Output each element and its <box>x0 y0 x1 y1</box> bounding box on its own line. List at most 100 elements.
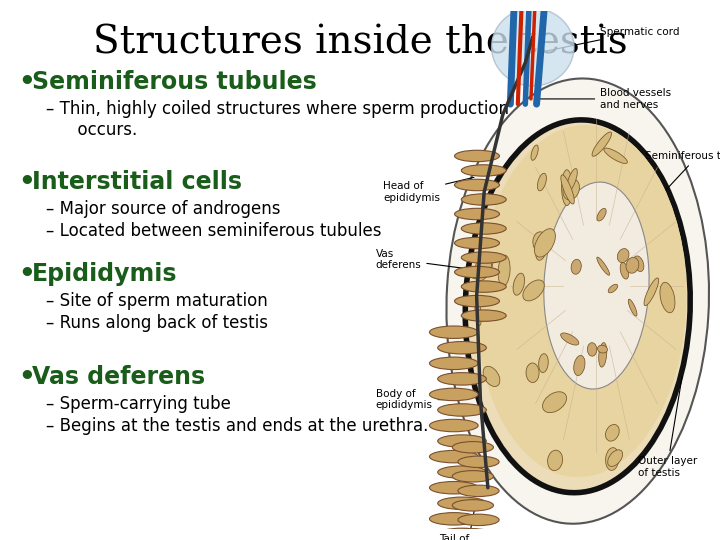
Ellipse shape <box>454 238 500 249</box>
Ellipse shape <box>429 419 478 432</box>
Ellipse shape <box>567 168 577 192</box>
Ellipse shape <box>438 466 487 478</box>
Text: •: • <box>18 70 35 96</box>
Ellipse shape <box>472 261 492 279</box>
Ellipse shape <box>452 442 493 453</box>
Text: Vas
deferens: Vas deferens <box>376 249 474 271</box>
Ellipse shape <box>454 179 500 191</box>
Ellipse shape <box>588 343 597 356</box>
Text: Tail of
epididymis: Tail of epididymis <box>439 501 496 540</box>
Ellipse shape <box>574 355 585 375</box>
Text: Head of
epididymis: Head of epididymis <box>383 177 474 203</box>
Ellipse shape <box>474 253 493 281</box>
Ellipse shape <box>597 208 606 221</box>
Ellipse shape <box>563 179 580 200</box>
Ellipse shape <box>629 299 637 316</box>
Text: •: • <box>18 170 35 196</box>
Ellipse shape <box>644 278 659 306</box>
Ellipse shape <box>608 284 618 293</box>
Text: – Located between seminiferous tubules: – Located between seminiferous tubules <box>46 222 382 240</box>
Ellipse shape <box>438 373 487 385</box>
Text: – Sperm-carrying tube: – Sperm-carrying tube <box>46 395 231 413</box>
Ellipse shape <box>599 342 607 367</box>
Ellipse shape <box>539 354 548 373</box>
Text: Seminiferous tubules: Seminiferous tubules <box>32 70 317 94</box>
Ellipse shape <box>606 448 619 470</box>
Ellipse shape <box>562 170 572 206</box>
Text: Spermatic cord: Spermatic cord <box>543 26 680 52</box>
Ellipse shape <box>536 240 547 260</box>
Ellipse shape <box>598 345 608 353</box>
Ellipse shape <box>429 482 478 494</box>
Ellipse shape <box>608 450 623 467</box>
Text: – Begins at the testis and ends at the urethra.: – Begins at the testis and ends at the u… <box>46 417 428 435</box>
Ellipse shape <box>617 248 629 262</box>
Ellipse shape <box>597 257 610 275</box>
Ellipse shape <box>458 514 499 525</box>
Text: – Runs along back of testis: – Runs along back of testis <box>46 314 268 332</box>
Ellipse shape <box>513 273 525 295</box>
Text: •: • <box>18 365 35 391</box>
Ellipse shape <box>454 295 500 307</box>
Ellipse shape <box>452 471 493 482</box>
Ellipse shape <box>462 281 506 292</box>
Ellipse shape <box>438 404 487 416</box>
Ellipse shape <box>462 223 506 234</box>
Ellipse shape <box>438 497 487 510</box>
Ellipse shape <box>458 485 499 497</box>
Text: Blood vessels
and nerves: Blood vessels and nerves <box>539 88 671 110</box>
Ellipse shape <box>604 148 627 164</box>
Ellipse shape <box>429 388 478 401</box>
Ellipse shape <box>446 78 709 524</box>
Text: Seminiferous tubule: Seminiferous tubule <box>645 151 720 190</box>
Ellipse shape <box>626 258 639 273</box>
Ellipse shape <box>533 232 548 252</box>
Text: Body of
epididymis: Body of epididymis <box>376 389 455 410</box>
Ellipse shape <box>475 301 482 326</box>
Ellipse shape <box>660 282 675 313</box>
Ellipse shape <box>462 252 506 264</box>
Ellipse shape <box>592 132 611 156</box>
Ellipse shape <box>534 229 555 257</box>
Ellipse shape <box>523 280 544 301</box>
Ellipse shape <box>429 357 478 369</box>
Text: Outer layer
of testis: Outer layer of testis <box>638 376 697 478</box>
Ellipse shape <box>620 262 629 279</box>
Text: – Thin, highly coiled structures where sperm production
      occurs.: – Thin, highly coiled structures where s… <box>46 100 509 139</box>
Ellipse shape <box>452 500 493 511</box>
Text: Epididymis: Epididymis <box>32 262 178 286</box>
Ellipse shape <box>634 256 644 272</box>
Ellipse shape <box>498 255 510 286</box>
Ellipse shape <box>462 194 506 205</box>
Text: Vas deferens: Vas deferens <box>32 365 205 389</box>
Ellipse shape <box>543 392 567 413</box>
Ellipse shape <box>462 165 506 176</box>
Ellipse shape <box>606 424 619 441</box>
Ellipse shape <box>454 150 500 161</box>
Text: •: • <box>18 262 35 288</box>
Ellipse shape <box>526 363 539 382</box>
Ellipse shape <box>537 173 546 191</box>
Ellipse shape <box>477 125 686 477</box>
Ellipse shape <box>438 528 487 540</box>
Ellipse shape <box>454 208 500 220</box>
Ellipse shape <box>429 512 478 525</box>
Ellipse shape <box>429 326 478 339</box>
Ellipse shape <box>429 450 478 463</box>
Ellipse shape <box>548 450 562 470</box>
Text: Interstitial cells: Interstitial cells <box>32 170 242 194</box>
Text: Structures inside the testis: Structures inside the testis <box>93 25 627 62</box>
Ellipse shape <box>458 456 499 468</box>
Ellipse shape <box>454 266 500 278</box>
Ellipse shape <box>571 259 581 274</box>
Ellipse shape <box>438 341 487 354</box>
Ellipse shape <box>492 8 574 86</box>
Ellipse shape <box>483 366 500 387</box>
Ellipse shape <box>465 120 690 492</box>
Ellipse shape <box>438 435 487 447</box>
Ellipse shape <box>462 310 506 321</box>
Text: – Major source of androgens: – Major source of androgens <box>46 200 281 218</box>
Ellipse shape <box>452 529 493 540</box>
Ellipse shape <box>531 145 539 160</box>
Text: – Site of sperm maturation: – Site of sperm maturation <box>46 292 268 310</box>
